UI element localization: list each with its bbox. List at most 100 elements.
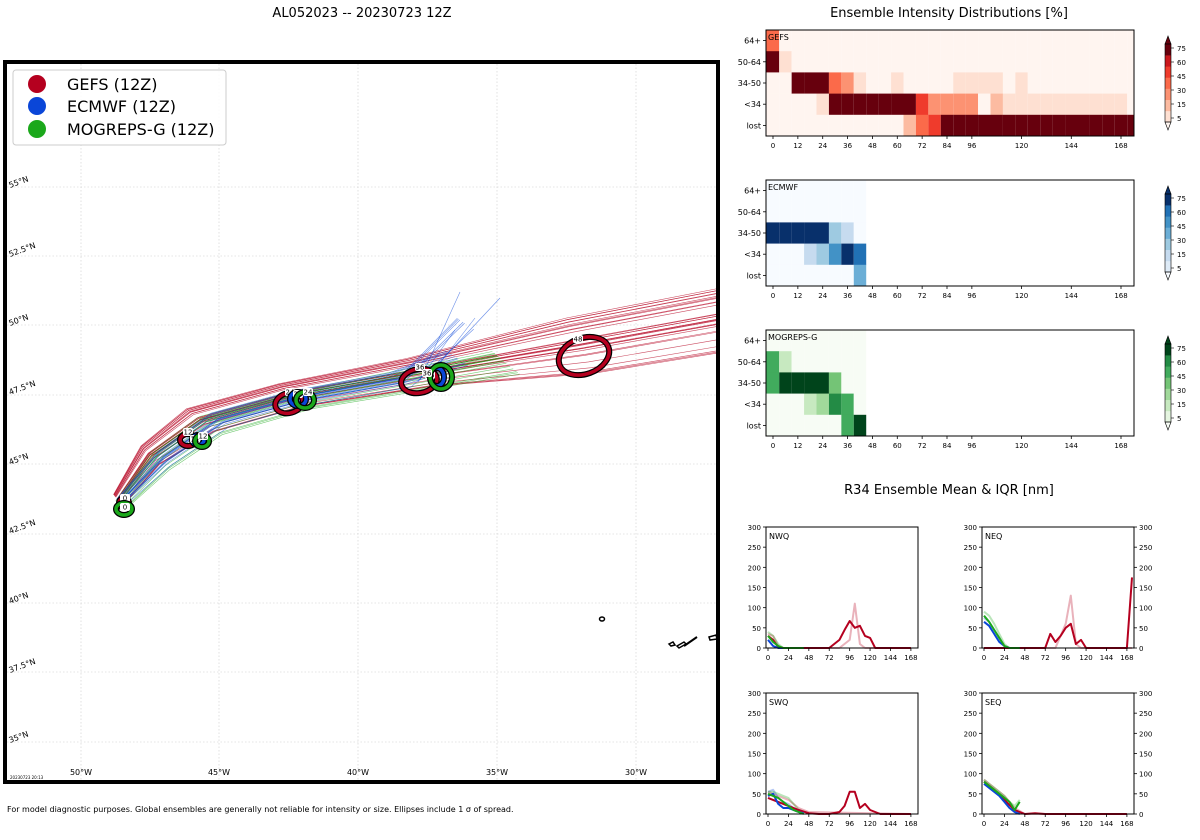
heatmap-cell [891, 30, 904, 52]
heatmap-cell [1077, 114, 1090, 137]
forecast-ellipse: 12 [192, 432, 212, 450]
heatmap-cell [965, 72, 979, 94]
heatmap-cell [853, 30, 867, 52]
heatmap-cell [1102, 72, 1115, 94]
heatmap-cell [953, 72, 966, 94]
legend-marker-ecmwf [28, 97, 46, 115]
x-tick-label: 60 [893, 142, 902, 150]
r34-y-tick-label: 300 [1139, 524, 1152, 532]
colorbar-segment [1165, 260, 1171, 273]
r34-panel: SWQ 300 250 200 150 100 50 00 24 48 72 96 120 144 168 [748, 690, 919, 828]
heatmap-cell [1102, 51, 1115, 73]
r34-y-tick-label: 300 [748, 524, 761, 532]
r34-x-tick-label: 0 [766, 654, 770, 662]
x-tick-label: 36 [843, 292, 852, 300]
heatmap-cell [940, 30, 954, 52]
colorbar-segment [1165, 110, 1171, 123]
r34-y-tick-label: 250 [748, 544, 761, 552]
colorbar-tick-label: 45 [1177, 373, 1186, 381]
heatmap-cell [1065, 51, 1078, 73]
legend-label-ecmwf: ECMWF (12Z) [67, 97, 176, 116]
colorbar-tick-label: 75 [1177, 345, 1186, 353]
heatmap-panel-title: ECMWF [768, 183, 798, 192]
colorbar-segment [1165, 249, 1171, 262]
heatmap-cell [853, 201, 867, 223]
heatmap-cell [965, 93, 979, 116]
heatmap-cell [1127, 72, 1134, 94]
heatmap-cell [779, 180, 792, 202]
heatmap-cell [766, 30, 780, 52]
heatmap-cell [853, 51, 867, 73]
heatmap-cell [1065, 114, 1078, 137]
legend-box [12, 69, 227, 146]
gefs-track [113, 293, 719, 496]
colorbar-segment [1165, 388, 1171, 401]
lon-label: 40°W [347, 768, 369, 777]
heatmap-cell [1040, 72, 1053, 94]
heatmap-cell [766, 243, 780, 266]
x-tick-label: 36 [843, 142, 852, 150]
heatmap-cell [779, 351, 792, 373]
heatmap-cell [965, 51, 979, 73]
heatmap-cell [940, 93, 954, 116]
hour-label: 0 [123, 495, 127, 503]
ecmwf-track [116, 352, 450, 501]
y-tick-label: 34-50 [738, 379, 761, 388]
r34-series-line [767, 790, 911, 815]
forecast-ellipse: 48 [555, 333, 613, 379]
heatmap-cell [828, 243, 842, 266]
heatmap-cell [1052, 51, 1066, 73]
r34-x-tick-label: 96 [1061, 820, 1070, 828]
r34-panel-title: SWQ [769, 698, 788, 707]
heatmap-cell [791, 351, 805, 373]
map-background [5, 62, 718, 782]
heatmap-cell [1027, 51, 1041, 73]
heatmap-cell [779, 51, 792, 73]
lon-label: 35°W [486, 768, 508, 777]
colorbar-bottom-arrow [1164, 271, 1172, 281]
heatmap-cell [816, 414, 829, 437]
mogreps-track [124, 373, 520, 511]
heatmap-cell [866, 114, 879, 137]
colorbar-tick-label: 75 [1177, 45, 1186, 53]
heatmap-cell [878, 51, 892, 73]
heatmap-cell [928, 30, 941, 52]
heatmap-cell [1027, 114, 1041, 137]
heatmap-cell [878, 30, 892, 52]
heatmap-cell [804, 243, 817, 266]
heatmap-cell [853, 414, 867, 437]
r34-x-tick-label: 168 [904, 654, 917, 662]
colorbar-segment [1165, 44, 1171, 56]
colorbar-tick-label: 5 [1177, 265, 1181, 273]
colorbar-segment [1165, 77, 1171, 89]
r34-y-tick-label: 100 [1139, 605, 1152, 613]
heatmap-cell [791, 222, 805, 244]
heatmap-cell [791, 393, 805, 416]
r34-x-tick-label: 120 [863, 654, 876, 662]
heatmap-cell [1127, 51, 1134, 73]
heatmap-cell [766, 330, 780, 352]
heatmap-cell [915, 93, 929, 116]
x-tick-label: 24 [818, 292, 827, 300]
y-tick-label: 50-64 [738, 358, 761, 367]
heatmap-cell [853, 93, 867, 116]
heatmap-cell [791, 372, 805, 394]
r34-y-tick-label: 0 [1139, 645, 1143, 653]
colorbar-top-arrow [1164, 35, 1172, 45]
heatmap-cell [841, 30, 854, 52]
heatmap-cell [841, 114, 854, 137]
heatmap-cell [816, 30, 829, 52]
r34-y-tick-label: 200 [1139, 564, 1152, 572]
heatmap-cell [804, 222, 817, 244]
r34-y-tick-label: 50 [1139, 791, 1148, 799]
heatmap-cell [1040, 114, 1053, 137]
heatmap-cell [779, 72, 792, 94]
heatmap-cell [990, 30, 1003, 52]
heatmap-cell [866, 93, 879, 116]
heatmap-cell [766, 414, 780, 437]
colorbar-top-arrow [1164, 335, 1172, 345]
colorbar-tick-label: 5 [1177, 415, 1181, 423]
r34-x-tick-label: 24 [1000, 820, 1009, 828]
